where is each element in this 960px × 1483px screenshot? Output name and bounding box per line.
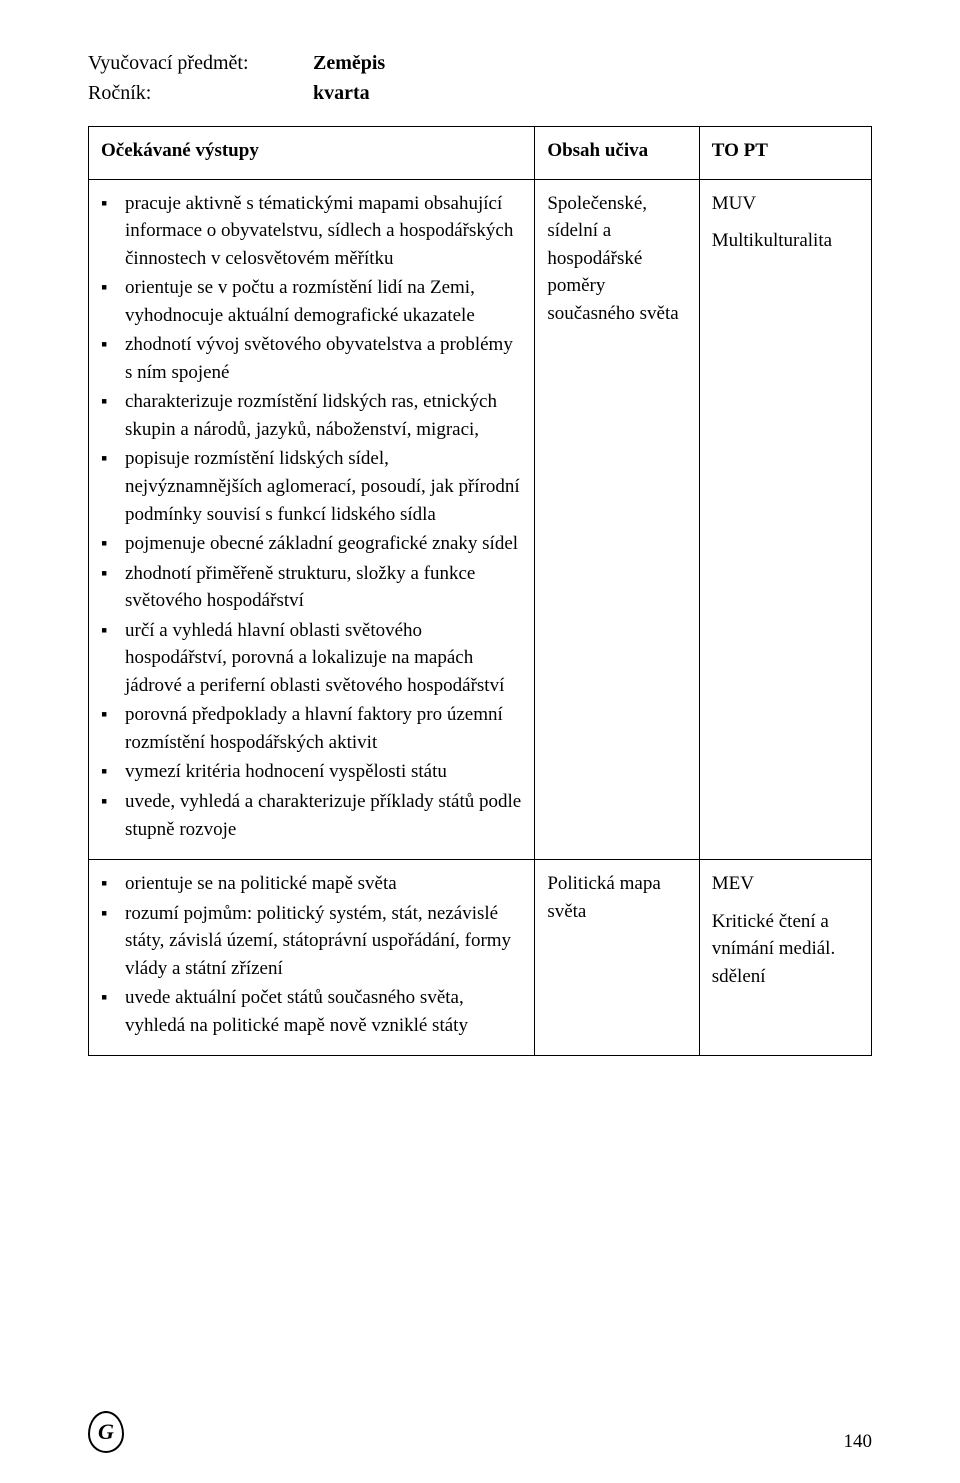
list-item: charakterizuje rozmístění lidských ras, … <box>101 388 522 443</box>
list-item: orientuje se v počtu a rozmístění lidí n… <box>101 274 522 329</box>
topt-cell: MUV Multikulturalita <box>699 179 871 860</box>
col-header-topt: TO PT <box>699 127 871 180</box>
content-cell: Politická mapa světa <box>535 860 699 1056</box>
topt-item: Multikulturalita <box>712 227 859 255</box>
outcomes-cell: pracuje aktivně s tématickými mapami obs… <box>89 179 535 860</box>
logo-icon: G <box>88 1411 124 1453</box>
table-row: orientuje se na politické mapě světa roz… <box>89 860 872 1056</box>
outcomes-cell: orientuje se na politické mapě světa roz… <box>89 860 535 1056</box>
list-item: popisuje rozmístění lidských sídel, nejv… <box>101 445 522 528</box>
list-item: zhodnotí přiměřeně strukturu, složky a f… <box>101 560 522 615</box>
content-cell: Společenské, sídelní a hospodářské poměr… <box>535 179 699 860</box>
list-item: vymezí kritéria hodnocení vyspělosti stá… <box>101 758 522 786</box>
col-header-outcomes: Očekávané výstupy <box>89 127 535 180</box>
topt-cell: MEV Kritické čtení a vnímání mediál. sdě… <box>699 860 871 1056</box>
table-header-row: Očekávané výstupy Obsah učiva TO PT <box>89 127 872 180</box>
header-year-line: Ročník: kvarta <box>88 78 872 108</box>
list-item: rozumí pojmům: politický systém, stát, n… <box>101 900 522 983</box>
list-item: pracuje aktivně s tématickými mapami obs… <box>101 190 522 273</box>
col-header-content: Obsah učiva <box>535 127 699 180</box>
page-footer: G 140 <box>88 1411 872 1453</box>
list-item: uvede, vyhledá a charakterizuje příklady… <box>101 788 522 843</box>
logo-glyph: G <box>98 1419 114 1445</box>
page: Vyučovací předmět: Zeměpis Ročník: kvart… <box>0 0 960 1483</box>
page-number: 140 <box>844 1431 873 1453</box>
table-row: pracuje aktivně s tématickými mapami obs… <box>89 179 872 860</box>
topt-item: Kritické čtení a vnímání mediál. sdělení <box>712 908 859 991</box>
topt-item: MEV <box>712 870 859 898</box>
list-item: porovná předpoklady a hlavní faktory pro… <box>101 701 522 756</box>
year-label: Ročník: <box>88 78 308 108</box>
list-item: orientuje se na politické mapě světa <box>101 870 522 898</box>
subject-label: Vyučovací předmět: <box>88 48 308 78</box>
curriculum-table: Očekávané výstupy Obsah učiva TO PT prac… <box>88 126 872 1056</box>
subject-value: Zeměpis <box>313 52 385 74</box>
list-item: určí a vyhledá hlavní oblasti světového … <box>101 617 522 700</box>
list-item: uvede aktuální počet států současného sv… <box>101 984 522 1039</box>
outcomes-list: orientuje se na politické mapě světa roz… <box>101 870 522 1039</box>
year-value: kvarta <box>313 82 370 104</box>
header-subject-line: Vyučovací předmět: Zeměpis <box>88 48 872 78</box>
outcomes-list: pracuje aktivně s tématickými mapami obs… <box>101 190 522 844</box>
topt-item: MUV <box>712 190 859 218</box>
list-item: zhodnotí vývoj světového obyvatelstva a … <box>101 331 522 386</box>
list-item: pojmenuje obecné základní geografické zn… <box>101 530 522 558</box>
